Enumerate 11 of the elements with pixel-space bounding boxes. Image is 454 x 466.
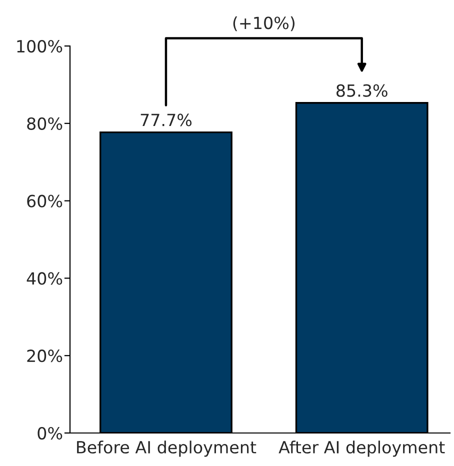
y-tick-label: 40% [26, 272, 62, 285]
y-tick-label: 0% [38, 426, 62, 440]
y-tick-label: 80% [27, 117, 62, 130]
data-label: 77.7% [140, 114, 192, 126]
y-tick-label: 60% [27, 194, 62, 208]
x-tick-label: Before AI deployment [77, 440, 256, 457]
x-tick-label: After AI deployment [278, 440, 445, 457]
data-label: 85.3% [336, 84, 388, 97]
y-tick-label: 100% [17, 40, 62, 53]
y-tick-label: 20% [27, 350, 62, 362]
text: (+10%) [233, 16, 294, 32]
